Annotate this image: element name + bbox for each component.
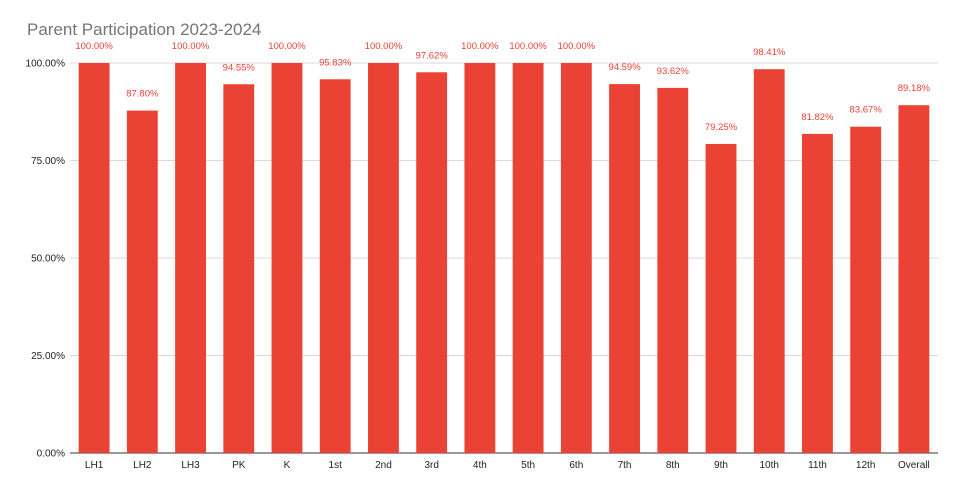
data-labels: 100.00% 87.80% 100.00% 94.55% 100.00% 95.83% 1… [75,41,930,133]
data-label: 98.41% [753,47,786,58]
bar [416,72,448,454]
x-tick-label: K [284,460,291,471]
x-tick-label: 1st [329,460,343,471]
x-tick-label: 9th [714,460,728,471]
x-tick-label: Overall [898,460,930,471]
data-label: 87.80% [126,89,159,100]
data-label: 100.00% [509,41,547,52]
x-tick-label: 2nd [375,460,392,471]
data-label: 97.62% [416,50,449,61]
gridlines [70,62,938,454]
bar [126,110,158,453]
x-tick-label: 10th [759,460,778,471]
data-label: 94.59% [608,62,641,73]
x-axis: LH1 LH2 LH3 PK K 1st 2nd 3rd 4th 5th 6th 7th 8th 9th 1… [85,460,930,471]
y-tick-label: 25.00% [31,351,65,362]
x-tick-label: LH3 [181,460,200,471]
data-label: 81.82% [801,112,834,123]
data-label: 93.62% [657,66,690,77]
bar [368,63,399,453]
data-label: 79.25% [705,122,738,133]
bar [464,63,496,453]
bar [319,79,351,453]
x-tick-label: 12th [856,460,875,471]
y-axis: 0.00% 25.00% 50.00% 75.00% 100.00% [26,59,66,460]
data-label: 100.00% [461,41,499,52]
data-label: 100.00% [365,41,403,52]
bar [512,63,544,453]
x-tick-label: 5th [521,460,535,471]
x-tick-label: 4th [473,460,487,471]
data-label: 95.83% [319,57,352,68]
x-tick-label: PK [232,460,246,471]
bar [850,126,882,453]
x-tick-label: LH1 [85,460,104,471]
bar [898,105,930,453]
bar [753,69,785,454]
bar [609,84,640,453]
data-label: 100.00% [558,41,596,52]
data-label: 100.00% [75,41,113,52]
y-tick-label: 50.00% [31,254,65,265]
data-label: 100.00% [268,41,306,52]
bar [705,143,737,454]
bar [78,63,110,453]
bars [78,63,930,454]
bar [175,63,206,453]
y-tick-label: 100.00% [26,59,66,70]
x-tick-label: 11th [808,460,827,471]
data-label: 100.00% [172,41,210,52]
bar [271,63,303,453]
x-tick-label: 8th [666,460,680,471]
x-tick-label: 3rd [424,460,438,471]
data-label: 83.67% [850,105,883,116]
bar [657,87,689,453]
chart-title: Parent Participation 2023-2024 [27,20,262,39]
data-label: 89.18% [898,83,931,94]
data-label: 94.55% [223,62,256,73]
bar [223,84,255,453]
x-tick-label: 6th [569,460,583,471]
y-tick-label: 0.00% [37,449,65,460]
x-tick-label: 7th [618,460,632,471]
y-tick-label: 75.00% [31,156,65,167]
bar [560,63,592,453]
x-tick-label: LH2 [133,460,152,471]
bar [802,133,833,454]
